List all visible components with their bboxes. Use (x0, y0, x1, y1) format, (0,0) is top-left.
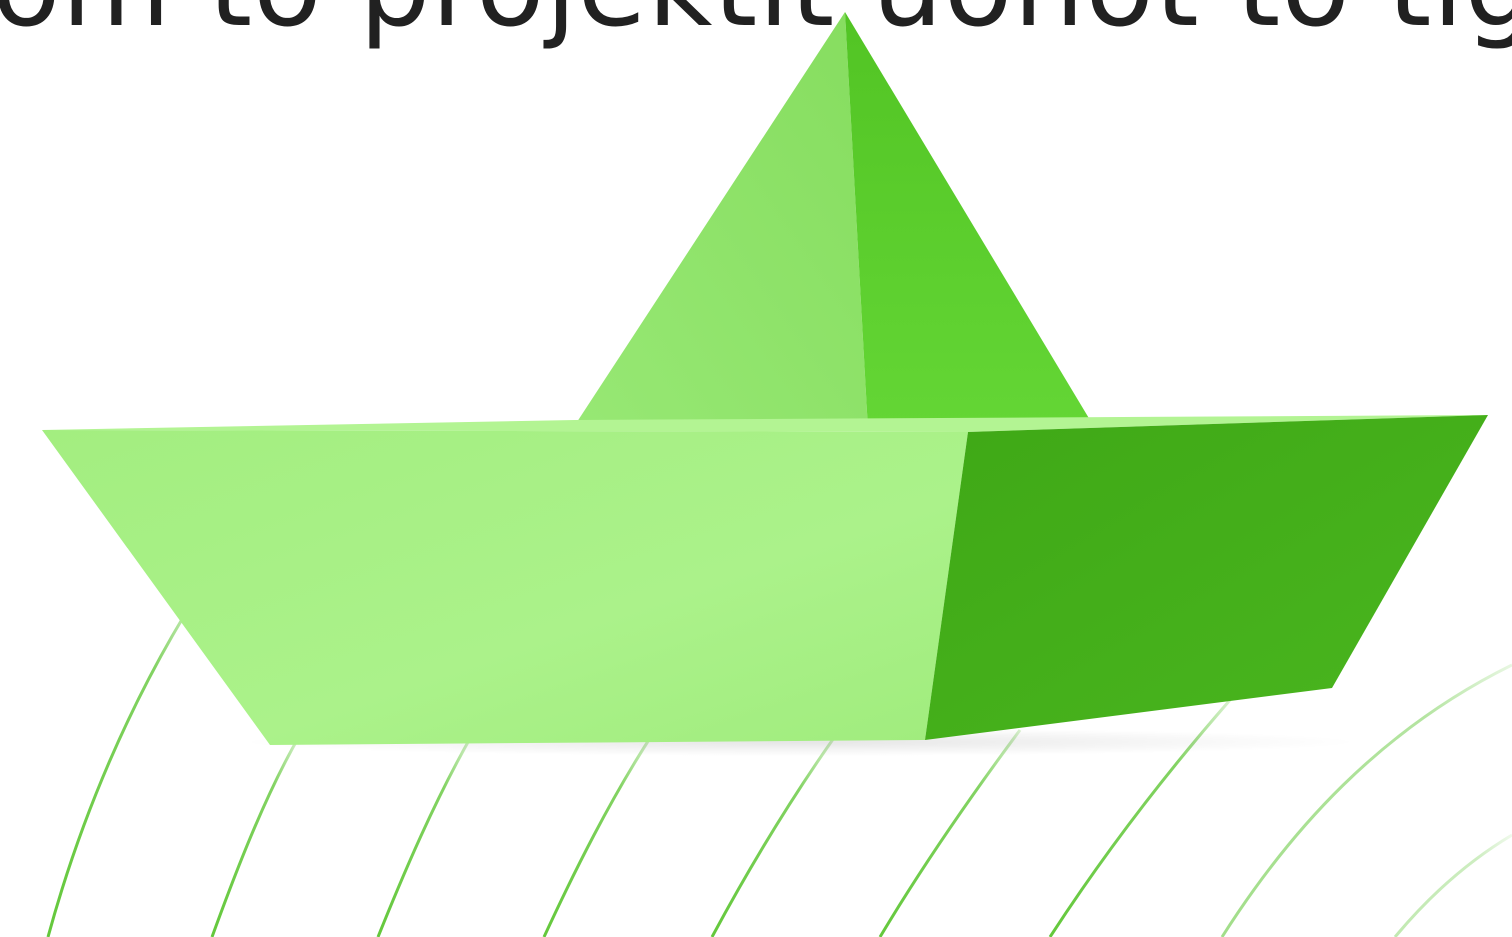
wave-line (210, 734, 302, 937)
boat-hull-side (925, 415, 1488, 740)
wave-line (1048, 699, 1232, 937)
wave-line (1393, 833, 1512, 937)
boat-hull-front (42, 430, 968, 745)
wave-line (878, 729, 1022, 937)
wave-line (46, 589, 202, 937)
hero-headline: om to projektit uohot to tig (0, 0, 1512, 52)
wave-line (542, 734, 654, 937)
boat-sail-right (845, 12, 1090, 430)
wave-line (1220, 663, 1512, 937)
wave-line (376, 734, 474, 937)
boat-rim (42, 415, 1488, 432)
wave-line (710, 734, 838, 937)
boat-sail-left (575, 12, 868, 430)
